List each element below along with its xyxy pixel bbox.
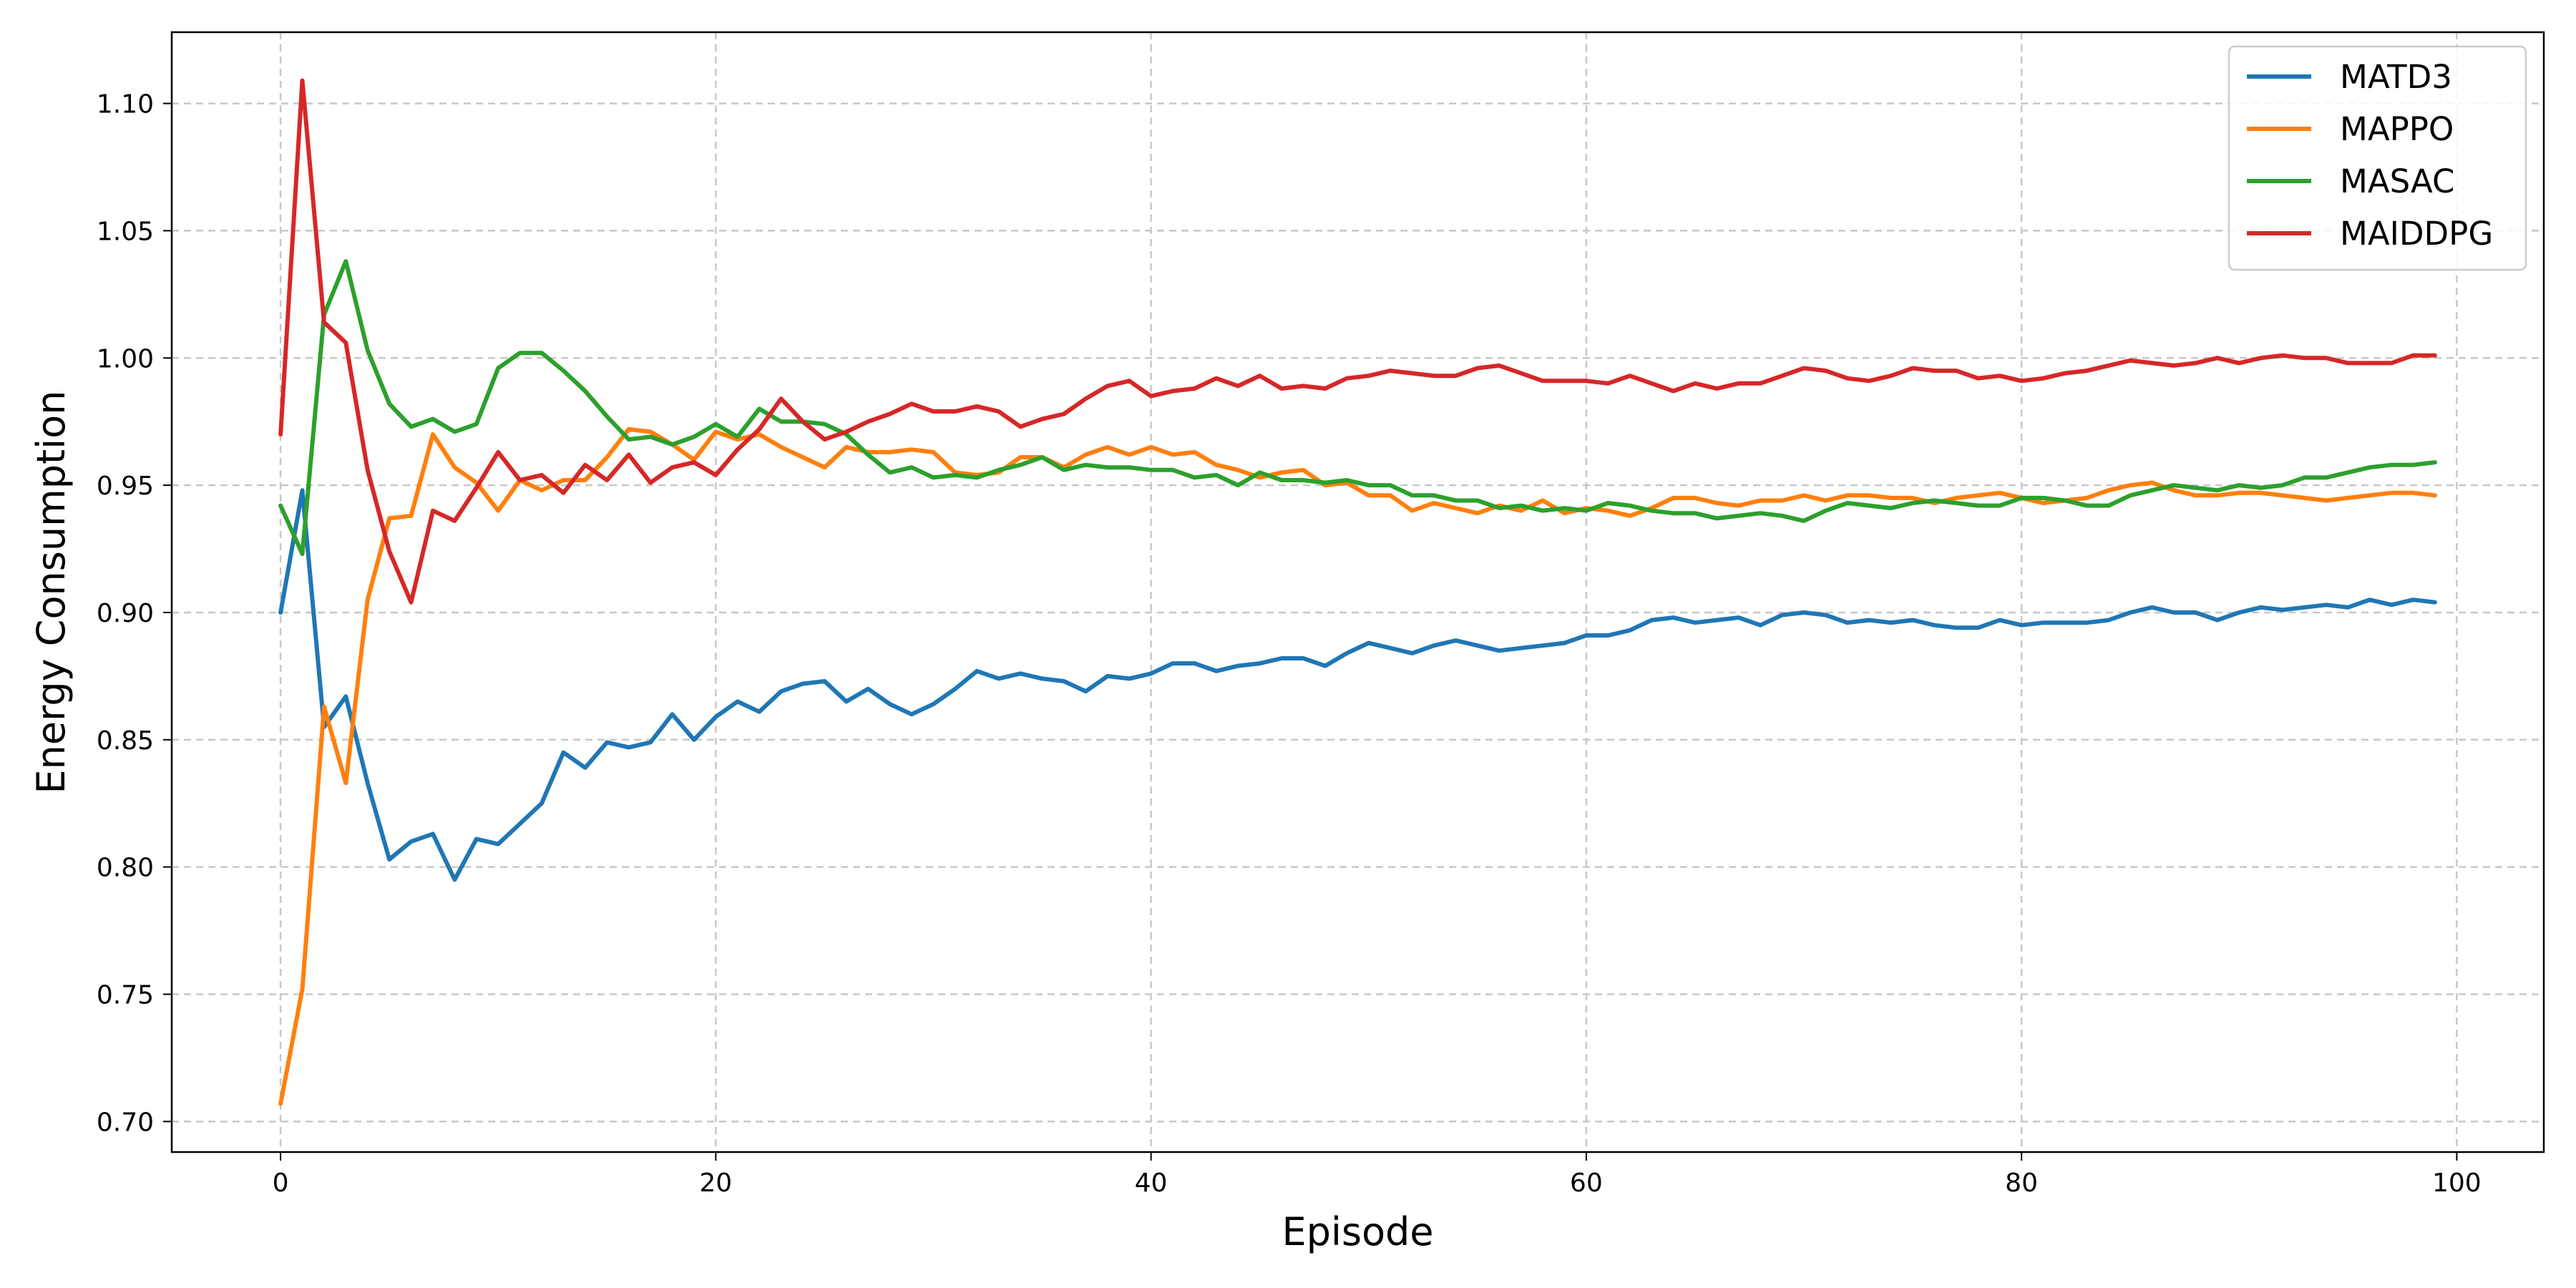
y-axis-label: Energy Consumption xyxy=(29,391,74,794)
x-tick-label: 100 xyxy=(2432,1169,2482,1198)
plot-frame xyxy=(170,31,2545,1153)
x-tick-label: 0 xyxy=(273,1169,289,1198)
y-tick-label: 0.70 xyxy=(97,1108,154,1137)
x-tick-label: 60 xyxy=(1570,1169,1603,1198)
y-tick-label: 0.80 xyxy=(97,854,154,883)
x-tick-label: 40 xyxy=(1135,1169,1168,1198)
series-line-masac xyxy=(278,259,2437,557)
legend-label: MAPPO xyxy=(2340,110,2454,148)
y-tick-label: 0.90 xyxy=(97,599,154,628)
legend-label: MATD3 xyxy=(2340,58,2452,96)
y-tick-label: 0.75 xyxy=(97,980,154,1010)
x-tick-label: 20 xyxy=(699,1169,732,1198)
axis-ticks: 0 20 40 60 80 100 0.70 0.75 0.80 0.85 0.90 0.95 1.00… xyxy=(97,90,2482,1198)
y-tick-label: 0.85 xyxy=(97,726,154,756)
legend: MATD3 MAPPO MASAC MAIDDPG xyxy=(2228,45,2527,271)
y-tick-label: 1.00 xyxy=(97,344,154,374)
series-line-matd3 xyxy=(278,488,2437,882)
x-tick-label: 80 xyxy=(2005,1169,2038,1198)
series-line-mappo xyxy=(278,426,2437,1106)
series-line-maiddpg xyxy=(278,78,2437,605)
series-lines xyxy=(278,78,2437,1106)
legend-label: MAIDDPG xyxy=(2340,215,2493,253)
y-tick-label: 1.05 xyxy=(97,217,154,246)
x-axis-label: Episode xyxy=(1282,1209,1433,1254)
legend-label: MASAC xyxy=(2340,162,2454,200)
legend-box xyxy=(2228,45,2527,271)
y-tick-label: 0.95 xyxy=(97,472,154,501)
y-tick-label: 1.10 xyxy=(97,90,154,119)
